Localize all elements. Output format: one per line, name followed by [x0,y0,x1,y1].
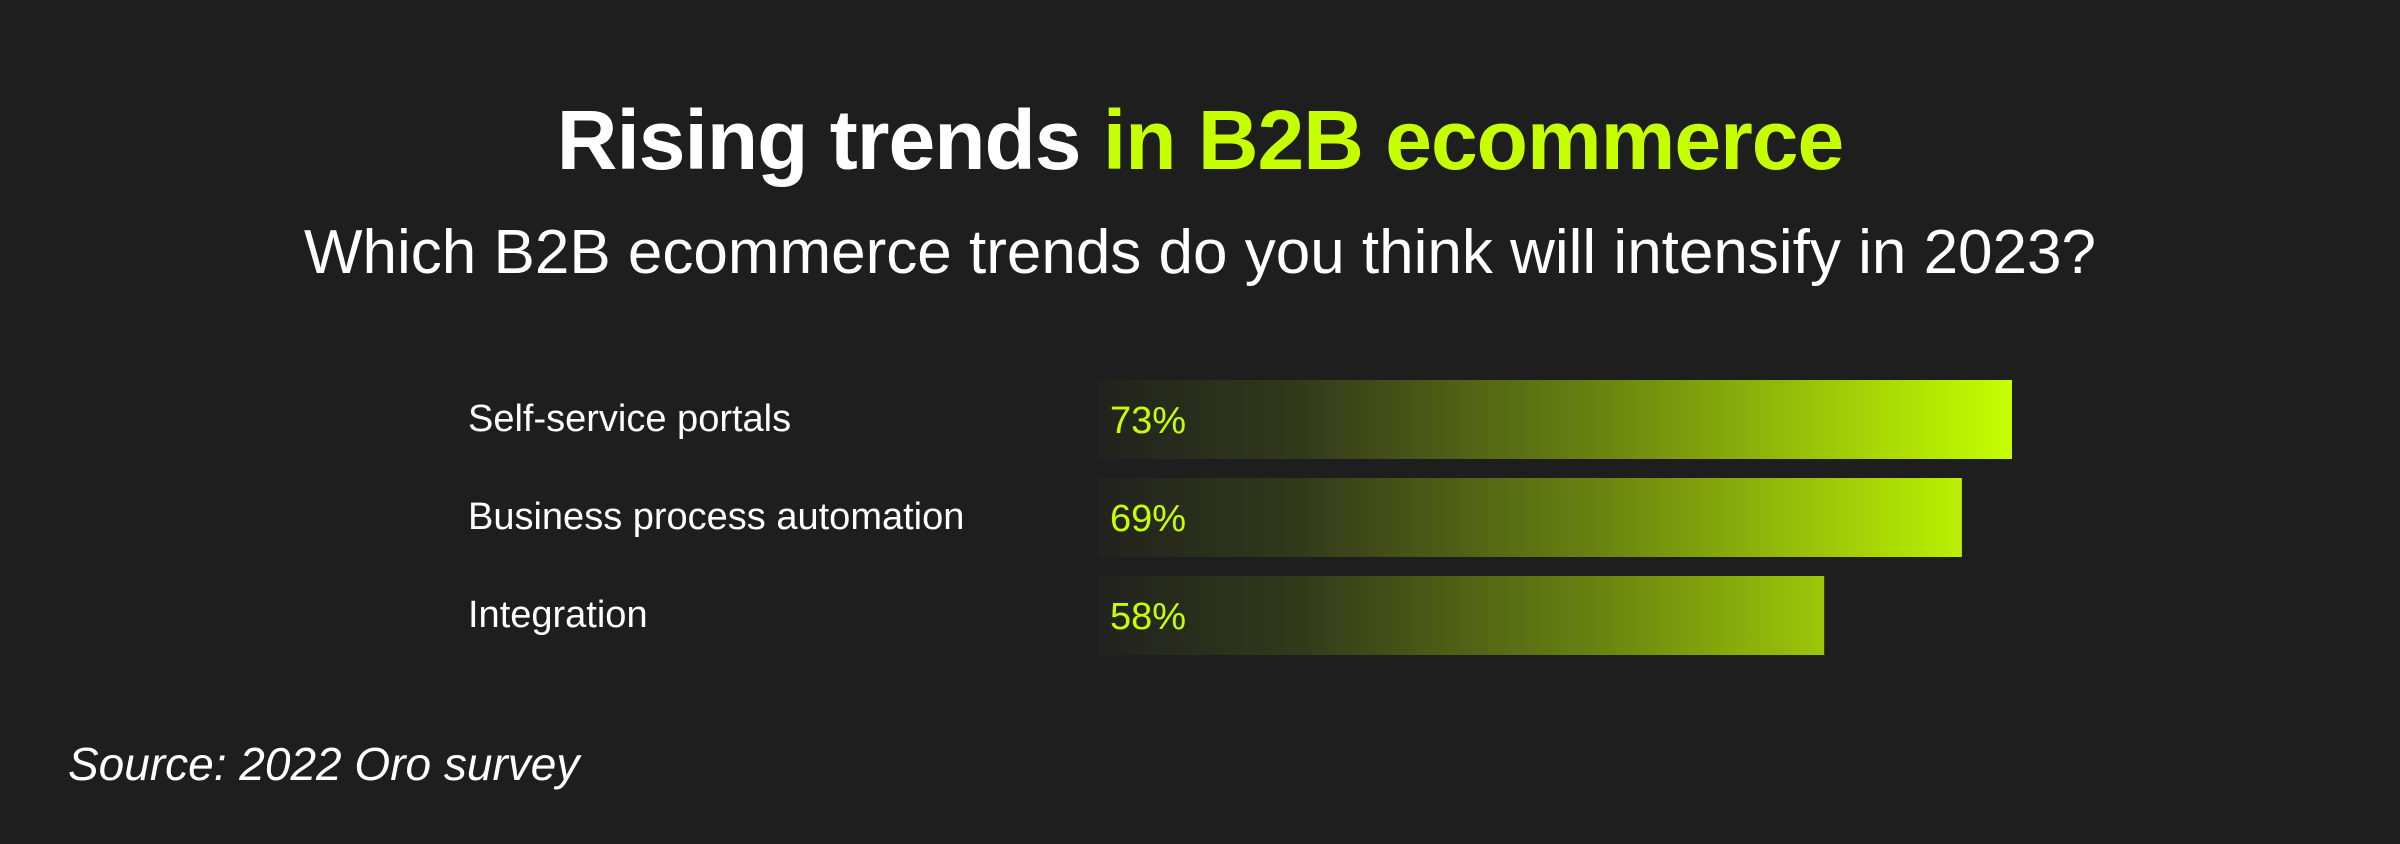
category-label: Business process automation [468,496,964,538]
bars-layer: Self-service portals 73% Business process … [468,380,2012,655]
value-label: 58% [1110,596,1186,638]
category-label: Integration [468,594,648,636]
bar [1098,380,2012,459]
category-label: Self-service portals [468,398,791,440]
title-main: Rising trends [556,93,1082,187]
bar [1098,478,1962,557]
chart-subtitle: Which B2B ecommerce trends do you think … [304,218,2096,287]
source-note: Source: 2022 Oro survey [68,738,580,790]
chart-title: Rising trends in B2B ecommerce [0,90,2400,190]
value-label: 73% [1110,400,1186,442]
bar [1098,576,1825,655]
title-accent: in B2B ecommerce [1102,93,1844,187]
value-label: 69% [1110,498,1186,540]
